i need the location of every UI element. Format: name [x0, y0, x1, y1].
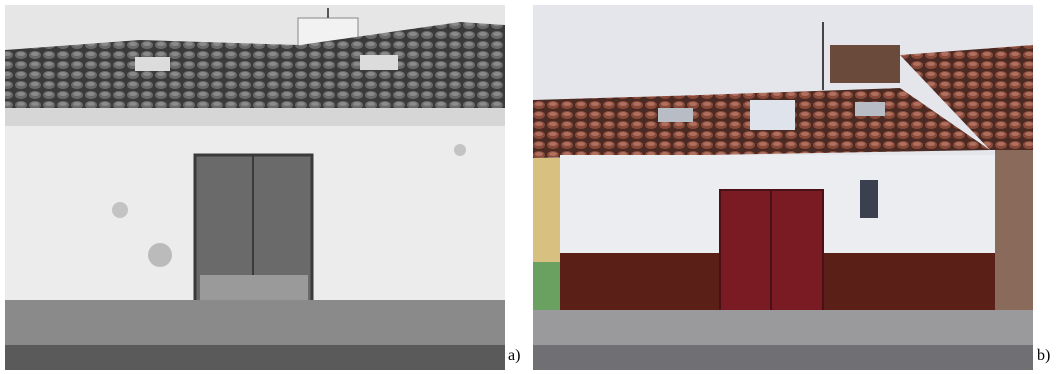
figure: a) b) [0, 0, 1059, 374]
panel-label: b) [1037, 347, 1050, 364]
photo-a [5, 5, 505, 370]
panel-label: a) [508, 347, 520, 364]
photo-b [533, 5, 1033, 370]
